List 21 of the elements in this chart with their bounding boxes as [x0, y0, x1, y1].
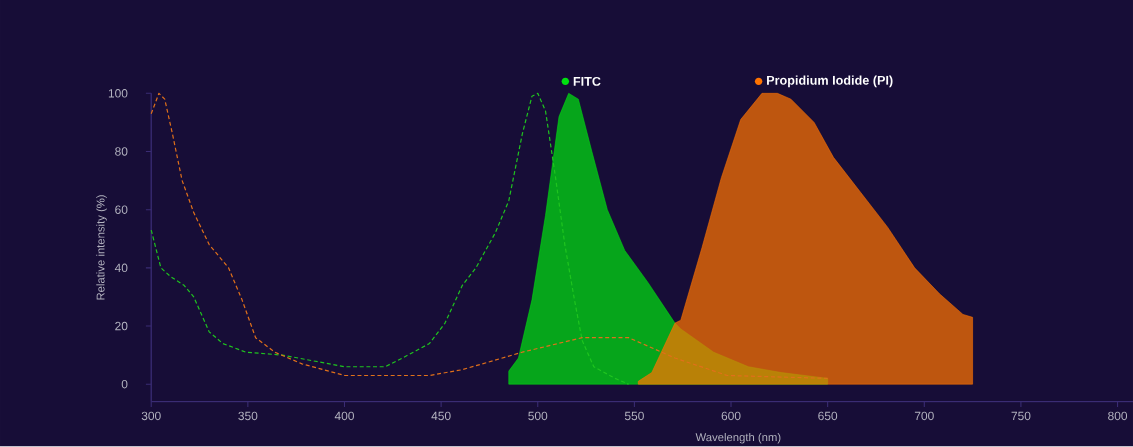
- x-tick-label: 300: [141, 411, 161, 421]
- x-tick-label: 700: [914, 411, 934, 421]
- legend-label: FITC: [573, 77, 601, 87]
- y-tick-label: 40: [114, 263, 128, 273]
- x-tick-label: 650: [818, 411, 838, 421]
- x-tick-label: 550: [624, 411, 644, 421]
- legend-label: Propidium Iodide (PI): [767, 75, 893, 88]
- x-tick-label: 450: [431, 411, 451, 421]
- x-tick-label: 350: [238, 411, 258, 421]
- x-tick-label: 500: [528, 411, 548, 421]
- x-tick-label: 600: [721, 411, 741, 421]
- x-axis-title: Wavelength (nm): [695, 433, 781, 444]
- y-tick-label: 100: [108, 89, 128, 98]
- y-axis-title: Relative intensity (%): [96, 195, 107, 300]
- x-tick-label: 800: [1108, 411, 1128, 421]
- y-tick-label: 80: [115, 147, 128, 156]
- y-tick-label: 60: [115, 205, 128, 215]
- x-tick-label: 400: [334, 411, 354, 421]
- x-tick-label: 750: [1011, 411, 1031, 421]
- y-tick-label: 0: [121, 380, 128, 389]
- y-tick-label: 20: [115, 322, 128, 331]
